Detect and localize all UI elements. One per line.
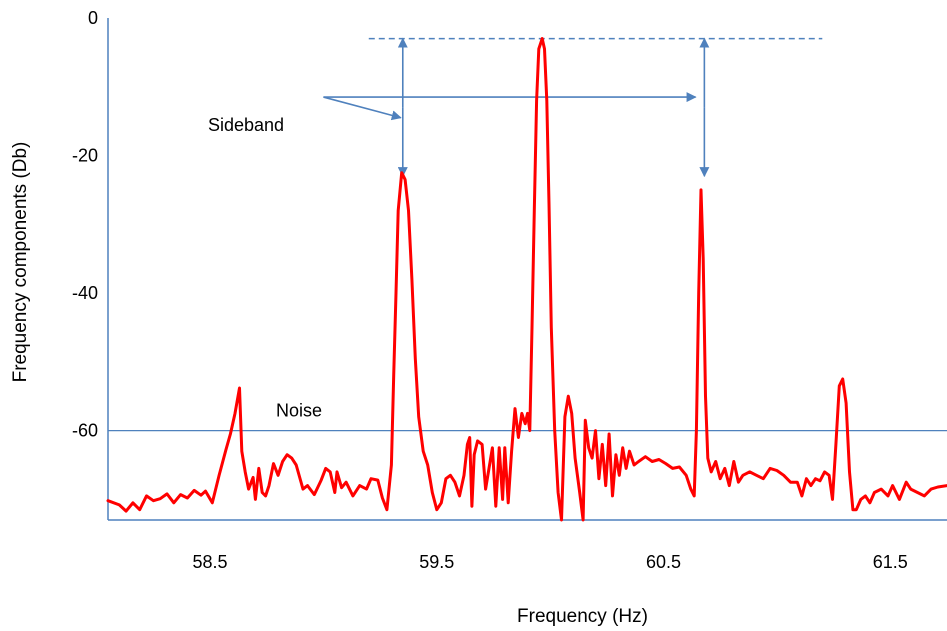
x-tick-labels: 58.5 59.5 60.5 61.5 — [193, 552, 908, 572]
sideband-arrows — [397, 37, 710, 178]
x-tick-label: 59.5 — [419, 552, 454, 572]
y-tick-label: 0 — [88, 8, 98, 28]
sideband-pointer-arrow — [323, 96, 402, 121]
signal-series-line — [106, 37, 947, 522]
noise-label: Noise — [276, 401, 322, 421]
axes — [107, 18, 947, 521]
y-axis-label: Frequency components (Db) — [10, 142, 31, 383]
x-tick-label: 61.5 — [873, 552, 908, 572]
annotations: Noise Sideband — [108, 37, 947, 432]
y-tick-label: -60 — [72, 421, 98, 441]
x-axis-label: Frequency (Hz) — [517, 606, 648, 627]
sideband-label: Sideband — [208, 115, 284, 135]
x-tick-label: 58.5 — [193, 552, 228, 572]
y-tick-label: -20 — [72, 146, 98, 166]
x-tick-label: 60.5 — [646, 552, 681, 572]
y-tick-label: -40 — [72, 283, 98, 303]
y-tick-labels: 0 -20 -40 -60 — [72, 8, 98, 441]
sideband-pointers — [323, 92, 697, 121]
